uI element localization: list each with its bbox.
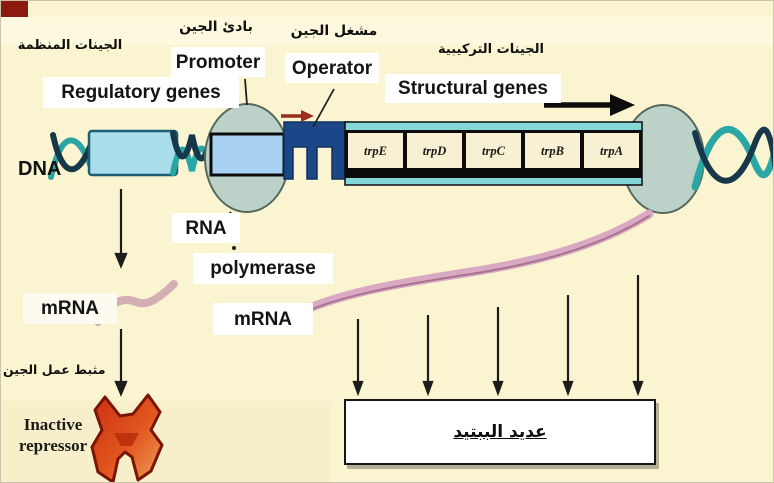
promoter-arabic-label: بادئ الجين	[179, 19, 253, 35]
gene-label-trpA: trpA	[600, 143, 623, 158]
mrna-main-label: mRNA	[213, 303, 313, 335]
operator-block	[283, 121, 349, 180]
polymerase-label: polymerase	[193, 253, 333, 284]
rna-label: RNA	[172, 213, 240, 243]
regulatory-gene-box	[87, 129, 179, 177]
gene-label-trpE: trpE	[364, 143, 387, 158]
mrna-strand-main	[298, 209, 654, 316]
dna-helix-right	[691, 126, 773, 191]
structural-genes-label: Structural genes	[385, 74, 561, 103]
promoter-box	[209, 132, 286, 177]
promoter-pointer-line	[244, 78, 248, 106]
gene-label-trpD: trpD	[422, 143, 447, 158]
repressor-pathway-arrows	[114, 189, 128, 397]
inactive-repressor-shape	[90, 393, 164, 482]
gene-label-trpB: trpB	[541, 143, 564, 158]
inactive-repressor-line2: repressor	[18, 436, 88, 456]
transcription-start-arrow	[281, 110, 314, 122]
translation-arrows	[352, 275, 644, 397]
regulatory-genes-arabic-label: الجينات المنظمة	[17, 38, 123, 53]
structural-genes-arabic-label: الجينات التركيبية	[438, 42, 544, 57]
operator-pointer-line	[312, 88, 335, 128]
gene-label-trpC: trpC	[482, 143, 505, 158]
repressor-arabic-label: مثبط عمل الجين	[3, 362, 106, 377]
structural-genes-row	[344, 121, 643, 186]
background-bottom-patch	[1, 401, 331, 482]
inactive-repressor-label: Inactive repressor	[7, 414, 99, 457]
dna-label: DNA	[18, 158, 62, 180]
inactive-repressor-line1: Inactive	[23, 415, 83, 434]
regulatory-genes-label: Regulatory genes	[43, 77, 239, 108]
operator-arabic-label: مشغل الجين	[290, 23, 378, 39]
operator-label: Operator	[285, 53, 379, 83]
background-light-band	[1, 17, 773, 45]
promoter-label: Promoter	[171, 47, 265, 77]
polypeptide-box: عديد الببتيد	[344, 399, 656, 465]
mrna-left-label: mRNA	[23, 293, 117, 324]
label-dot	[232, 246, 236, 250]
corner-red-mark	[1, 1, 28, 17]
polypeptide-label: عديد الببتيد	[453, 422, 547, 442]
structural-genes-arrow	[544, 94, 635, 116]
